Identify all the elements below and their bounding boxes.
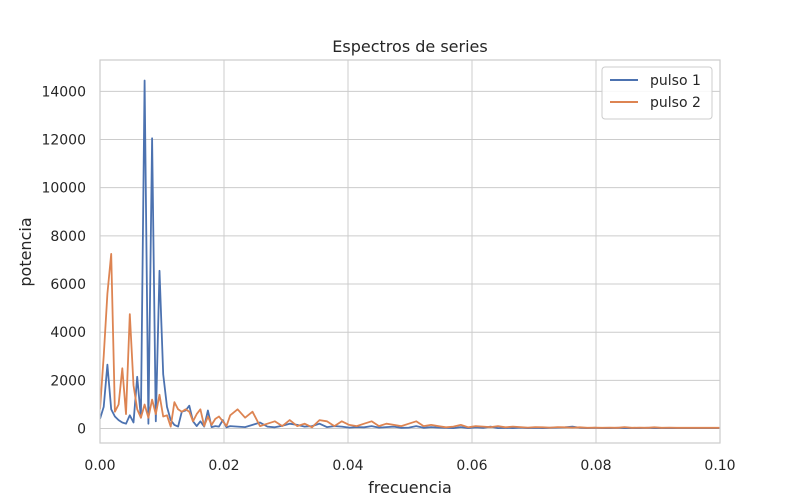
- y-tick-label: 4000: [50, 325, 86, 341]
- y-axis-ticks: 0 2000 4000 6000 8000 10000 12000 14000: [41, 84, 86, 437]
- y-tick-label: 14000: [41, 84, 86, 100]
- y-tick-label: 10000: [41, 181, 86, 197]
- series-line-pulso-2: [100, 252, 720, 429]
- y-tick-label: 12000: [41, 132, 86, 148]
- x-tick-label: 0.10: [704, 458, 735, 474]
- legend-label-pulso-1: pulso 1: [650, 73, 701, 89]
- x-tick-label: 0.04: [332, 458, 363, 474]
- y-tick-label: 0: [77, 422, 86, 438]
- x-tick-label: 0.08: [580, 458, 611, 474]
- x-tick-label: 0.06: [456, 458, 487, 474]
- plot-area: [100, 79, 720, 430]
- legend-label-pulso-2: pulso 2: [650, 95, 701, 111]
- x-axis-ticks: 0.00 0.02 0.04 0.06 0.08 0.10: [84, 458, 735, 474]
- grid-lines: [99, 60, 721, 443]
- y-tick-label: 8000: [50, 229, 86, 245]
- plot-frame: [99, 59, 721, 444]
- y-tick-label: 2000: [50, 373, 86, 389]
- legend: pulso 1 pulso 2: [601, 66, 713, 120]
- y-axis-label: potencia: [16, 217, 35, 286]
- x-tick-label: 0.02: [208, 458, 239, 474]
- x-tick-label: 0.00: [84, 458, 115, 474]
- y-tick-label: 6000: [50, 277, 86, 293]
- x-axis-label: frecuencia: [368, 478, 452, 497]
- series-lines: [100, 79, 720, 430]
- chart-title: Espectros de series: [332, 37, 487, 56]
